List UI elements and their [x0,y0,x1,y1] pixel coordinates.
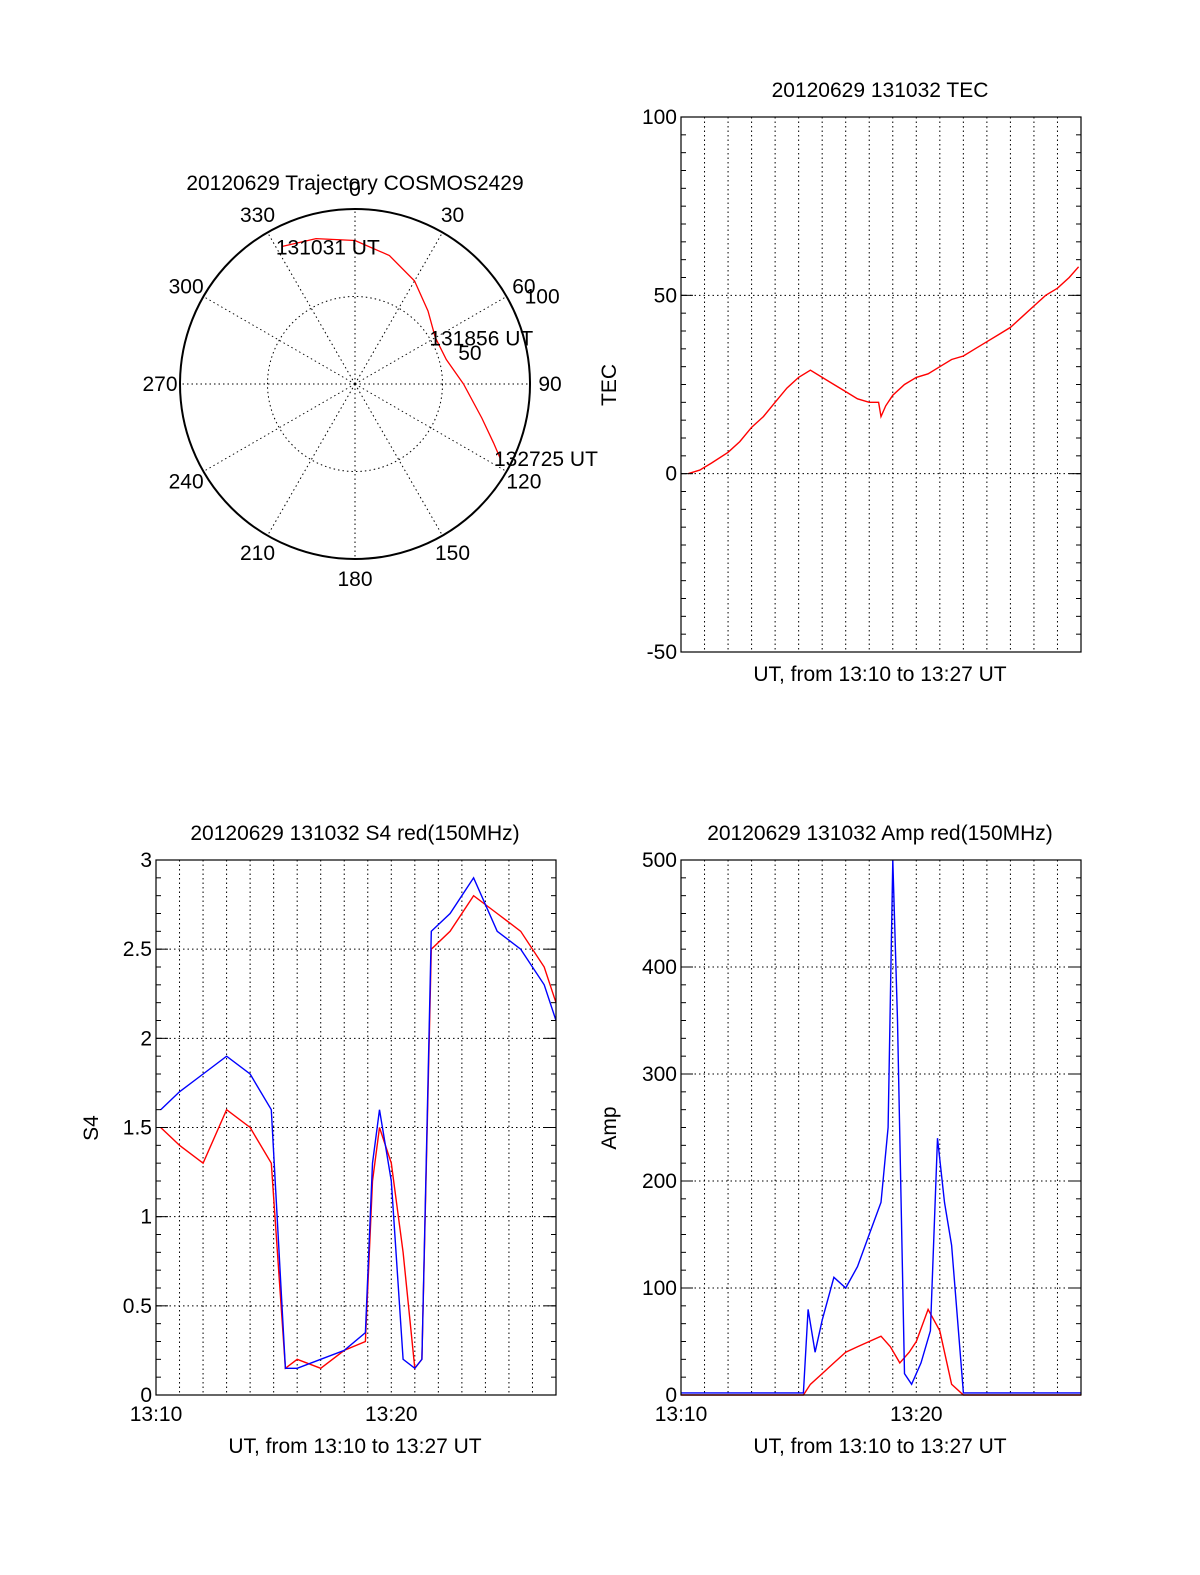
amp-x-ticks: 13:10 13:20 [655,1403,943,1426]
tec-y-ticks: 100 50 0 -50 [642,106,1081,664]
tec-grid [681,117,1081,652]
amp-ytick-label-5: 0 [665,1384,677,1407]
s4-grid [156,860,556,1395]
trajectory-polar-plot: 20120629 Trajectory COSMOS2429 0 30 60 90 12… [142,172,598,591]
polar-spoke-210 [267,383,356,536]
trajectory-title: 20120629 Trajectory COSMOS2429 [186,172,523,195]
amp-ytick-label-0: 500 [642,849,677,872]
trajectory-annotation-2: 132725 UT [494,448,598,471]
tec-ytick-label-2: 0 [665,463,677,486]
s4-title: 20120629 131032 S4 red(150MHz) [190,822,519,845]
azimuth-label-330: 330 [240,204,275,227]
amp-series-line-0 [681,1307,1081,1396]
trajectory-line [281,237,501,459]
azimuth-label-210: 210 [240,542,275,565]
azimuth-label-60: 60 [512,276,535,299]
azimuth-label-300: 300 [169,276,204,299]
azimuth-label-150: 150 [435,542,470,565]
s4-ytick-label-6: 0 [140,1384,152,1407]
amp-ytick-label-4: 100 [642,1277,677,1300]
s4-series-line-1 [160,876,557,1370]
s4-plot: 20120629 131032 S4 red(150MHz) 3 2.5 2 1.5 1… [80,822,557,1458]
amp-xtick-label-1: 13:20 [890,1403,943,1426]
amp-ytick-label-3: 200 [642,1170,677,1193]
tec-frame [680,116,1082,653]
s4-ytick-label-3: 1.5 [123,1117,152,1140]
radial-label-50: 50 [458,342,481,365]
amp-series [681,859,1081,1396]
azimuth-label-0: 0 [349,178,361,201]
polar-radial-labels: 50 100 [458,286,559,365]
amp-ytick-label-2: 300 [642,1063,677,1086]
amp-ytick-label-1: 400 [642,956,677,979]
tec-ytick-label-1: 50 [654,284,677,307]
s4-xtick-label-0: 13:10 [130,1403,183,1426]
radial-label-100: 100 [525,286,560,309]
amp-grid [681,860,1081,1395]
polar-grid [179,208,531,560]
s4-series-line-0 [160,894,557,1371]
tec-plot: 20120629 131032 TEC 100 50 0 -50 UT, from 1… [598,79,1082,686]
tec-title: 20120629 131032 TEC [772,79,989,102]
trajectory-annotation-0: 131031 UT [276,236,380,259]
s4-y-label: S4 [80,1115,103,1141]
amp-y-label: Amp [598,1106,621,1149]
tec-x-label: UT, from 13:10 to 13:27 UT [753,663,1006,686]
azimuth-label-270: 270 [142,373,177,396]
s4-x-ticks: 13:10 13:20 [130,1403,418,1426]
s4-ytick-label-2: 2 [140,1027,152,1050]
tec-ytick-label-3: -50 [647,641,677,664]
amp-plot: 20120629 131032 Amp red(150MHz) 500 400 30… [598,822,1082,1458]
tec-ytick-label-0: 100 [642,106,677,129]
trajectory-annotation-1: 131856 UT [429,328,533,351]
s4-ytick-label-4: 1 [140,1206,152,1229]
amp-frame [680,859,1082,1396]
amp-series-line-1 [681,859,1081,1394]
trajectory-track [281,237,501,459]
s4-xtick-label-1: 13:20 [365,1403,418,1426]
s4-ytick-label-5: 0.5 [123,1295,152,1318]
azimuth-label-90: 90 [538,373,561,396]
tec-series [687,266,1080,475]
polar-azimuth-labels: 0 30 60 90 120 150 180 210 240 270 300 330 [142,178,561,591]
tec-y-label: TEC [598,364,621,406]
azimuth-label-240: 240 [169,471,204,494]
amp-xtick-label-0: 13:10 [655,1403,708,1426]
amp-title: 20120629 131032 Amp red(150MHz) [707,822,1053,845]
amp-x-label: UT, from 13:10 to 13:27 UT [753,1435,1006,1458]
polar-ring-50 [267,296,443,472]
azimuth-label-180: 180 [337,568,372,591]
s4-series [160,876,557,1371]
trajectory-annotations: 131031 UT 131856 UT 132725 UT [276,236,598,470]
amp-y-ticks: 500 400 300 200 100 0 [642,849,1081,1407]
s4-ytick-label-1: 2.5 [123,938,152,961]
azimuth-label-30: 30 [441,204,464,227]
azimuth-label-120: 120 [506,471,541,494]
s4-y-ticks: 3 2.5 2 1.5 1 0.5 0 [123,849,556,1407]
s4-ytick-label-0: 3 [140,849,152,872]
s4-x-label: UT, from 13:10 to 13:27 UT [228,1435,481,1458]
polar-spoke-240 [203,383,356,472]
tec-series-line-0 [687,266,1080,475]
polar-outer-ring [179,208,531,560]
